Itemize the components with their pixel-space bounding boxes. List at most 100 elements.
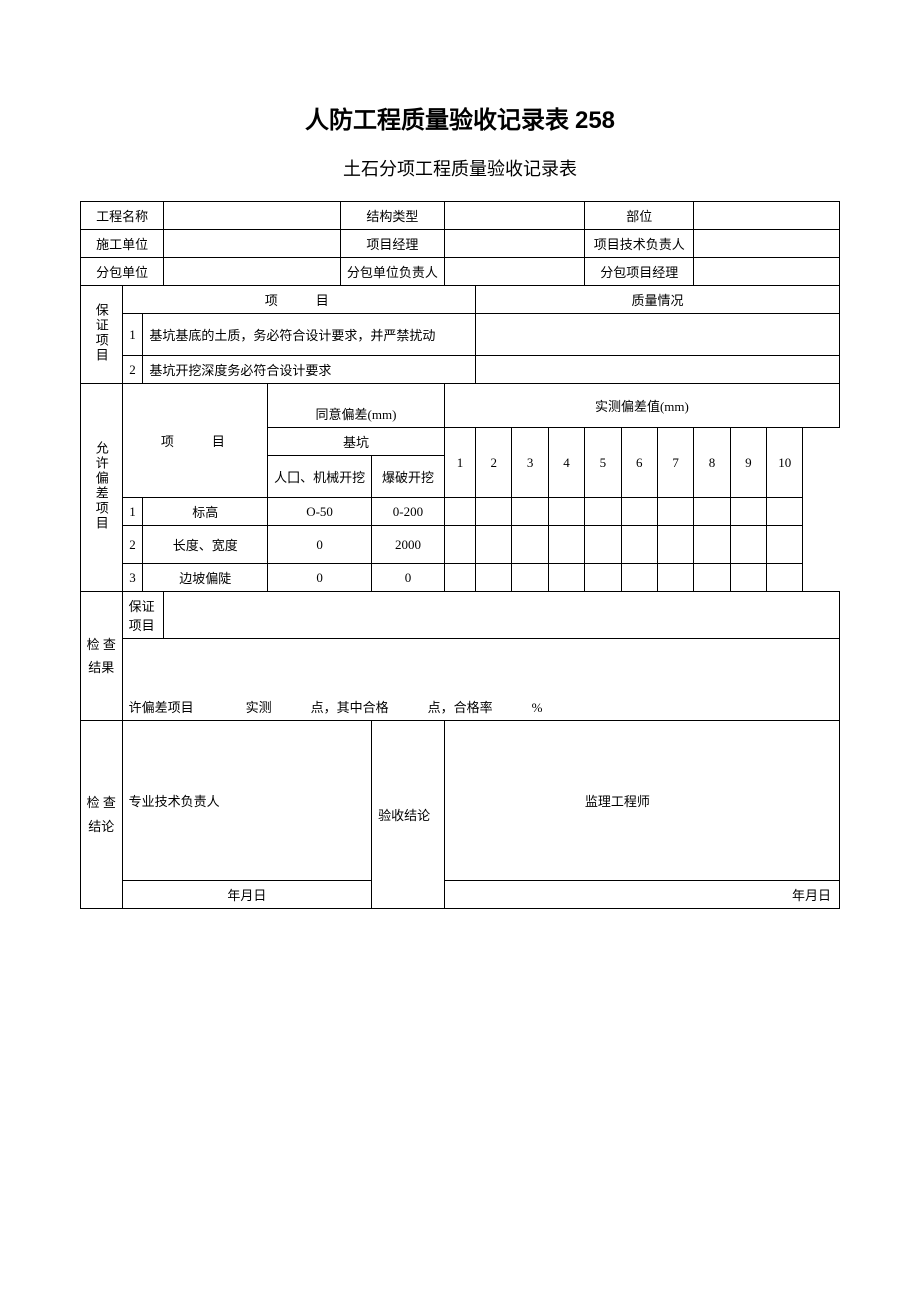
doc-subtitle: 土石分项工程质量验收记录表 (80, 155, 840, 181)
conclusion-row-1: 检 查结论 专业技术负责人 验收结论 监理工程师 (81, 721, 840, 881)
num-5: 5 (585, 428, 621, 498)
dev-r3-v9 (730, 564, 766, 592)
project-manager-label: 项目经理 (340, 230, 444, 258)
num-2: 2 (476, 428, 512, 498)
conclusion-row-2: 年月日 年月日 (81, 881, 840, 909)
dev-r2-v7 (657, 526, 693, 564)
col-a-label: 人囗、机械开挖 (268, 456, 372, 498)
dev-r1-v3 (512, 498, 548, 526)
guarantee-section-label: 保证项目 (81, 286, 123, 384)
dev-r3-v3 (512, 564, 548, 592)
title-prefix: 人防工程质量验收记录表 (305, 108, 575, 134)
dev-r2-v5 (585, 526, 621, 564)
deviation-item-label: 项 目 (122, 384, 268, 498)
dev-r2-label: 长度、宽度 (143, 526, 268, 564)
guarantee-r2-result (476, 356, 840, 384)
dev-r2-n: 2 (122, 526, 143, 564)
dev-r1-v9 (730, 498, 766, 526)
structure-type-value (444, 202, 584, 230)
dev-r2-a: 0 (268, 526, 372, 564)
deviation-row-3: 3 边坡偏陡 0 0 (81, 564, 840, 592)
dev-r3-n: 3 (122, 564, 143, 592)
num-7: 7 (657, 428, 693, 498)
pit-label: 基坑 (268, 428, 445, 456)
guarantee-r2-num: 2 (122, 356, 143, 384)
dev-r2-v6 (621, 526, 657, 564)
dev-r3-v7 (657, 564, 693, 592)
num-6: 6 (621, 428, 657, 498)
guarantee-r1-result (476, 314, 840, 356)
project-name-value (164, 202, 341, 230)
num-9: 9 (730, 428, 766, 498)
dev-r1-v4 (548, 498, 584, 526)
structure-type-label: 结构类型 (340, 202, 444, 230)
dev-r1-v5 (585, 498, 621, 526)
check-result-label: 检 查结果 (81, 592, 123, 721)
project-name-label: 工程名称 (81, 202, 164, 230)
check-result-guarantee-value (164, 592, 840, 639)
dev-r2-v4 (548, 526, 584, 564)
check-result-row-1: 检 查结果 保证项目 (81, 592, 840, 639)
main-table: 工程名称 结构类型 部位 施工单位 项目经理 项目技术负责人 分包单位 分包单位… (80, 201, 840, 909)
conclusion-supervisor: 监理工程师 (444, 721, 839, 881)
dev-r3-v6 (621, 564, 657, 592)
num-4: 4 (548, 428, 584, 498)
sub-lead-label: 分包单位负责人 (340, 258, 444, 286)
sub-manager-label: 分包项目经理 (585, 258, 694, 286)
check-result-row-2: 许偏差项目 实测 点，其中合格 点，合格率 % (81, 639, 840, 721)
guarantee-quality-col: 质量情况 (476, 286, 840, 314)
subcontractor-value (164, 258, 341, 286)
dev-r3-v5 (585, 564, 621, 592)
deviation-header-1: 允许偏差项目 项 目 同意偏差(mm) 实测偏差值(mm) (81, 384, 840, 428)
dev-r1-v6 (621, 498, 657, 526)
tech-lead-value (694, 230, 840, 258)
dev-r3-b: 0 (372, 564, 445, 592)
title-number: 258 (575, 107, 615, 134)
header-row-2: 施工单位 项目经理 项目技术负责人 (81, 230, 840, 258)
guarantee-row-1: 1 基坑基底的土质，务必符合设计要求，并严禁扰动 (81, 314, 840, 356)
subcontractor-label: 分包单位 (81, 258, 164, 286)
dev-r1-b: 0-200 (372, 498, 445, 526)
dev-r3-v10 (767, 564, 803, 592)
deviation-row-1: 1 标高 O-50 0-200 (81, 498, 840, 526)
measured-label: 实测偏差值(mm) (444, 384, 839, 428)
dev-r1-v10 (767, 498, 803, 526)
deviation-row-2: 2 长度、宽度 0 2000 (81, 526, 840, 564)
dev-r1-label: 标高 (143, 498, 268, 526)
position-label: 部位 (585, 202, 694, 230)
guarantee-header: 保证项目 项 目 质量情况 (81, 286, 840, 314)
check-result-deviation-text: 许偏差项目 实测 点，其中合格 点，合格率 % (122, 639, 839, 721)
dev-r3-v8 (694, 564, 730, 592)
conclusion-tech-lead: 专业技术负责人 (122, 721, 371, 881)
construction-unit-label: 施工单位 (81, 230, 164, 258)
dev-r2-v8 (694, 526, 730, 564)
sub-manager-value (694, 258, 840, 286)
dev-r3-a: 0 (268, 564, 372, 592)
conclusion-date-1: 年月日 (122, 881, 371, 909)
doc-title: 人防工程质量验收记录表 258 (80, 100, 840, 135)
tech-lead-label: 项目技术负责人 (585, 230, 694, 258)
guarantee-row-2: 2 基坑开挖深度务必符合设计要求 (81, 356, 840, 384)
conclusion-label: 检 查结论 (81, 721, 123, 909)
dev-r3-v1 (444, 564, 475, 592)
dev-r3-v4 (548, 564, 584, 592)
guarantee-r1-text: 基坑基底的土质，务必符合设计要求，并严禁扰动 (143, 314, 476, 356)
num-1: 1 (444, 428, 475, 498)
num-3: 3 (512, 428, 548, 498)
dev-r2-v10 (767, 526, 803, 564)
dev-r2-v3 (512, 526, 548, 564)
dev-r2-v2 (476, 526, 512, 564)
check-result-guarantee-label: 保证项目 (122, 592, 164, 639)
header-row-3: 分包单位 分包单位负责人 分包项目经理 (81, 258, 840, 286)
deviation-section-label: 允许偏差项目 (81, 384, 123, 592)
dev-r1-v1 (444, 498, 475, 526)
conclusion-date-2: 年月日 (444, 881, 839, 909)
position-value (694, 202, 840, 230)
dev-r3-v2 (476, 564, 512, 592)
construction-unit-value (164, 230, 341, 258)
dev-r1-v7 (657, 498, 693, 526)
dev-r1-v2 (476, 498, 512, 526)
dev-r1-v8 (694, 498, 730, 526)
agree-dev-label: 同意偏差(mm) (268, 384, 445, 428)
header-row-1: 工程名称 结构类型 部位 (81, 202, 840, 230)
